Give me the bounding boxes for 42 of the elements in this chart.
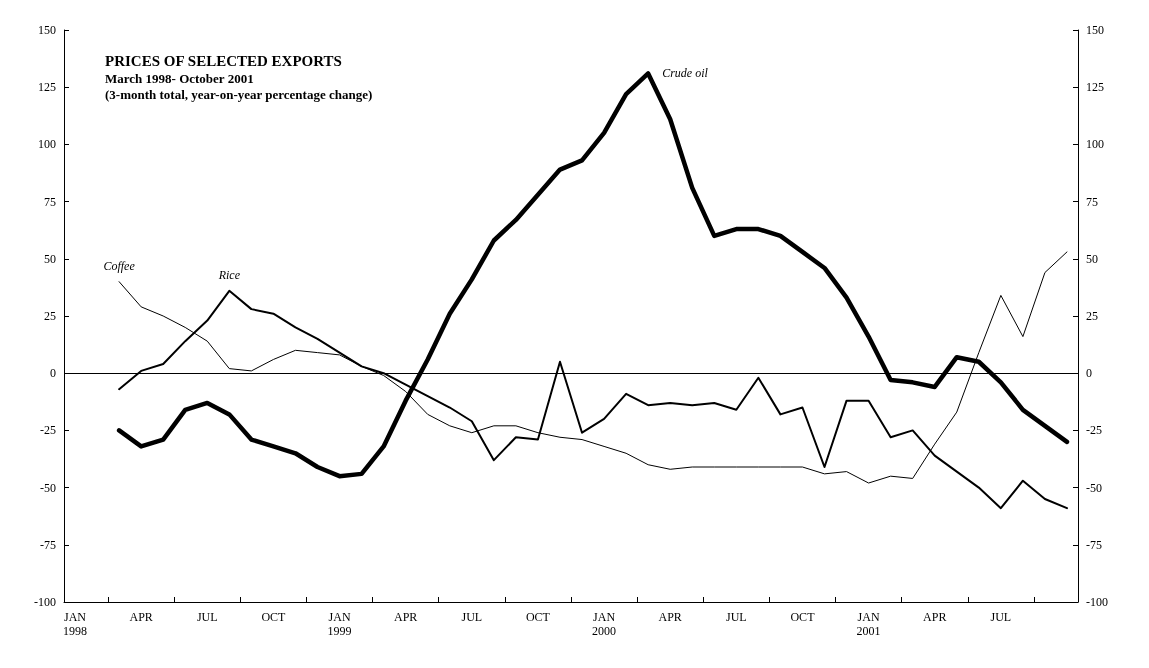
y2-tick-label: 150 [1086,23,1104,37]
x-tick-label: JAN 1998 [63,610,88,638]
y2-tick-label: 125 [1086,80,1104,95]
x-tick-label: OCT [261,610,287,624]
y-tick-label: 150 [38,23,56,37]
x-tick-label: APR [129,610,153,624]
series-label: Rice [217,267,241,282]
y-tick-label: 75 [44,194,56,209]
x-tick-label: JAN 2000 [592,610,617,638]
x-tick-label: JUL [196,610,218,624]
y-tick-label: -75 [40,537,56,552]
series-label: Crude oil [662,66,709,81]
y2-tick-label: 75 [1086,194,1098,209]
y2-tick-label: 25 [1086,309,1098,323]
x-tick-label: JAN 2001 [856,610,881,638]
y-tick-label: 100 [38,137,56,152]
x-tick-label: OCT [525,610,551,624]
x-tick-label: JUL [461,610,483,624]
y-tick-label: 25 [44,309,56,323]
y2-tick-label: -75 [1086,537,1102,552]
x-tick-label: APR [394,610,418,624]
x-tick-label: OCT [790,610,816,624]
text: March 1998- October 2001 (3-month total, year-on-year percentage change) [105,70,373,102]
x-tick-label: JUL [725,610,747,624]
y-tick-label: 125 [38,80,56,95]
y-tick-label: -25 [40,423,56,438]
text: PRICES OF SELECTED EXPORTS [105,52,342,69]
y2-tick-label: -25 [1086,423,1102,438]
y2-tick-label: -100 [1086,595,1108,609]
x-tick-label: JUL [990,610,1012,624]
y2-tick-label: 50 [1086,251,1098,266]
y-tick-label: 50 [44,251,56,266]
x-tick-label: JAN 1999 [327,610,352,638]
x-tick-label: APR [658,610,682,624]
y-tick-label: -100 [34,595,56,609]
series-label: Coffee [103,258,136,273]
x-tick-label: APR [923,610,947,624]
y2-tick-label: -50 [1086,480,1102,495]
y-tick-label: -50 [40,480,56,495]
y2-tick-label: 100 [1086,137,1104,152]
y2-tick-label: 0 [1086,366,1092,381]
y-tick-label: 0 [50,366,56,381]
